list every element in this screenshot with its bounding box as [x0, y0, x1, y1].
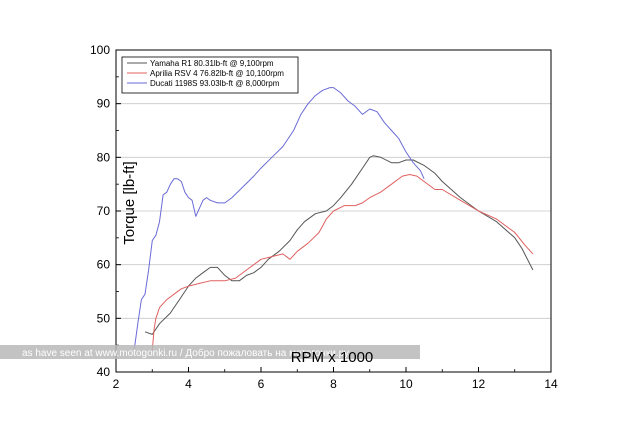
legend-entry-1: Yamaha R1 80.31lb-ft @ 9,100rpm — [150, 59, 274, 68]
y-tick-label: 60 — [97, 258, 111, 272]
series-line-2 — [151, 174, 534, 351]
y-tick-label: 100 — [90, 43, 110, 57]
series-lines — [133, 87, 534, 351]
x-tick-label: 2 — [113, 377, 120, 391]
x-tick-label: 6 — [258, 377, 265, 391]
y-axis-title: Torque [lb-ft] — [121, 161, 138, 244]
x-tick-label: 12 — [472, 377, 486, 391]
y-tick-label: 80 — [97, 150, 111, 164]
x-tick-label: 14 — [544, 377, 558, 391]
watermark-band — [0, 345, 420, 359]
watermark-text: as have seen at www.motogonki.ru / Добро… — [22, 347, 349, 359]
series-line-1 — [144, 155, 534, 335]
y-tick-label: 90 — [97, 97, 111, 111]
legend-box — [121, 56, 299, 94]
y-tick-label: 40 — [97, 365, 111, 379]
legend-entry-3: Ducati 1198S 93.03lb-ft @ 8,000rpm — [150, 79, 280, 88]
y-tick-label: 50 — [97, 311, 111, 325]
legend-entry-2: Aprilia RSV 4 76.82lb-ft @ 10,100rpm — [150, 69, 284, 78]
watermark: as have seen at www.motogonki.ru / Добро… — [0, 345, 420, 359]
x-tick-label: 8 — [330, 377, 337, 391]
axis-tick-labels: 2 4 6 8 10 12 14 40 50 60 70 80 90 100 — [90, 43, 558, 391]
series-line-3 — [133, 87, 425, 351]
x-tick-label: 4 — [185, 377, 192, 391]
axis-ticks — [115, 49, 552, 373]
x-tick-label: 10 — [399, 377, 413, 391]
x-axis-title: RPM x 1000 — [291, 349, 374, 366]
y-tick-label: 70 — [97, 204, 111, 218]
